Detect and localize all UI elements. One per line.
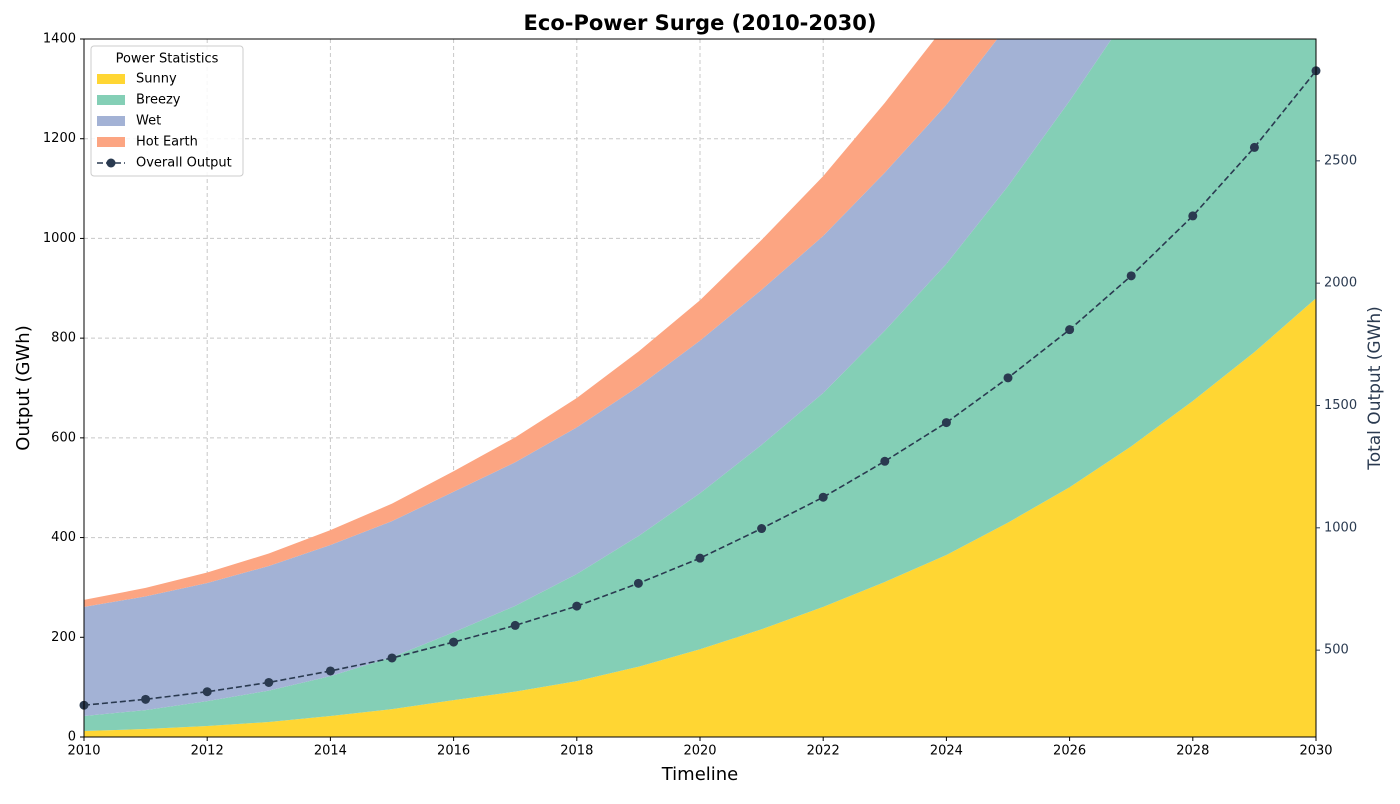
- area: [84, 39, 1112, 717]
- legend-swatch: [97, 74, 125, 84]
- x-tick-label: 2022: [807, 744, 840, 759]
- total-marker: [941, 418, 951, 428]
- total-marker: [141, 694, 151, 704]
- legend-label: Sunny: [136, 72, 177, 87]
- chart-title: Eco-Power Surge (2010-2030): [524, 11, 877, 35]
- area: [84, 298, 1316, 737]
- y-axis-label: Output (GWh): [13, 325, 34, 450]
- x-tick-label: 2012: [191, 744, 224, 759]
- x-tick-label: 2026: [1053, 744, 1086, 759]
- x-tick-label: 2024: [930, 744, 963, 759]
- total-marker: [264, 677, 274, 687]
- y2-tick-label: 1500: [1324, 398, 1357, 413]
- legend-box: [90, 45, 244, 177]
- x-tick-label: 2016: [437, 744, 470, 759]
- lines: [79, 66, 1321, 710]
- x-axis-label: Timeline: [661, 764, 739, 785]
- total-marker: [633, 578, 643, 588]
- y-tick-label: 1400: [43, 32, 76, 47]
- y-tick-label: 1200: [43, 131, 76, 146]
- total-marker: [1188, 211, 1198, 221]
- y2-tick-label: 2500: [1324, 153, 1357, 168]
- total-marker: [880, 456, 890, 466]
- areas: [84, 39, 1316, 737]
- y-tick-label: 1000: [43, 231, 76, 246]
- legend-marker: [106, 158, 116, 168]
- total-marker: [449, 637, 459, 647]
- total-marker: [818, 492, 828, 502]
- total-marker: [572, 601, 582, 611]
- area: [84, 39, 1316, 732]
- legend-label: Hot Earth: [136, 135, 198, 150]
- total-marker: [695, 553, 705, 563]
- y2-tick-label: 500: [1324, 643, 1349, 658]
- total-marker: [757, 524, 767, 534]
- y2-tick-label: 1000: [1324, 520, 1357, 535]
- x-tick-label: 2020: [683, 744, 716, 759]
- total-marker: [202, 687, 212, 697]
- x-tick-label: 2010: [67, 744, 100, 759]
- legend-title: Power Statistics: [116, 52, 219, 67]
- y2-tick-label: 2000: [1324, 276, 1357, 291]
- area: [84, 39, 998, 607]
- total-marker: [325, 666, 335, 676]
- legend-swatch: [97, 116, 125, 126]
- y-tick-label: 800: [51, 331, 76, 346]
- legend: Power Statistics Sunny Breezy Wet Hot Earth O…: [90, 45, 244, 177]
- x-tick-label: 2028: [1176, 744, 1209, 759]
- x-tick-label: 2018: [560, 744, 593, 759]
- y2-axis-label: Total Output (GWh): [1365, 306, 1385, 471]
- total-line: [83, 70, 1317, 706]
- y-tick-label: 0: [68, 730, 76, 745]
- y-tick-label: 600: [51, 430, 76, 445]
- total-marker: [1126, 271, 1136, 281]
- legend-label: Breezy: [136, 93, 181, 108]
- x-tick-label: 2030: [1299, 744, 1332, 759]
- total-marker: [387, 653, 397, 663]
- total-marker: [510, 620, 520, 630]
- axes: 2010 2012 2014 2016 2018 2020 2022 2024 2026 2028…: [43, 32, 1357, 759]
- legend-label: Overall Output: [136, 156, 232, 171]
- legend-swatch: [97, 95, 125, 105]
- total-marker: [1003, 373, 1013, 383]
- y-tick-label: 400: [51, 530, 76, 545]
- y-tick-label: 200: [51, 630, 76, 645]
- x-tick-label: 2014: [314, 744, 347, 759]
- legend-swatch: [97, 137, 125, 147]
- total-marker: [1249, 142, 1259, 152]
- total-marker: [1065, 325, 1075, 335]
- legend-label: Wet: [136, 114, 161, 129]
